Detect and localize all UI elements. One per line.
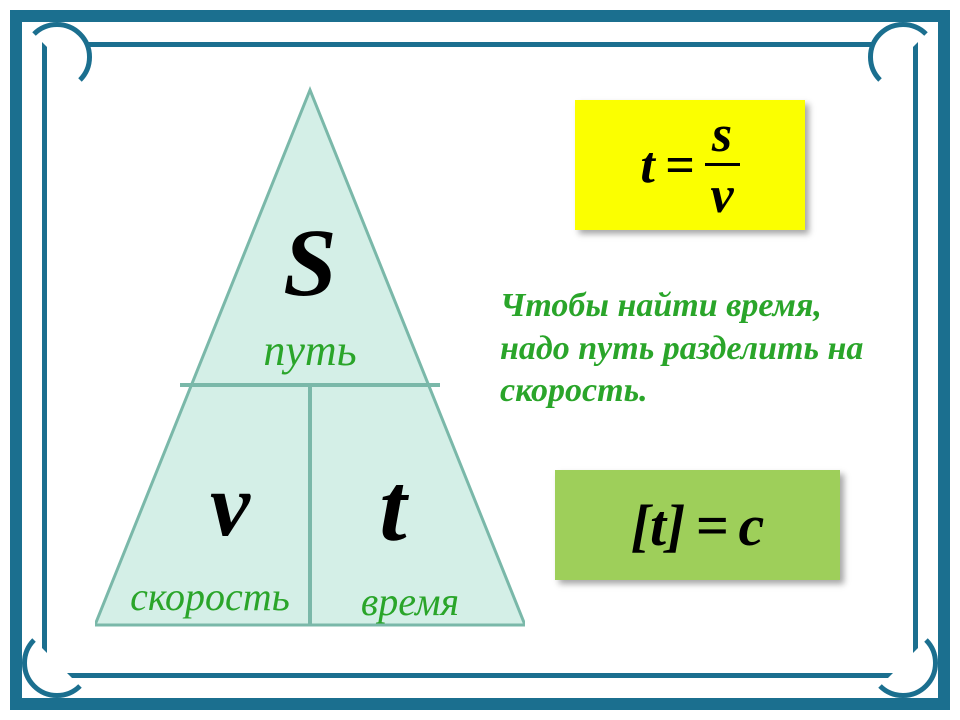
formula1-denominator: v <box>705 163 740 222</box>
formula-box-fraction: t = s v <box>575 100 805 230</box>
formula-fraction: t = s v <box>640 109 739 222</box>
formula2-right: c <box>739 492 765 559</box>
formula-triangle: S путь v t скорость время <box>95 85 525 630</box>
content-area: S путь v t скорость время t = s v Чтобы … <box>60 60 900 660</box>
formula2-left: [t] <box>631 492 686 559</box>
label-path: путь <box>263 326 356 375</box>
explanation-text: Чтобы найти время, надо путь разделить н… <box>500 285 870 413</box>
label-speed: скорость <box>130 574 290 619</box>
triangle-svg: S путь v t скорость время <box>95 85 525 630</box>
formula-box-units: [t] = c <box>555 470 840 580</box>
formula1-numerator: s <box>706 109 738 163</box>
symbol-s: S <box>283 209 336 316</box>
label-time: время <box>361 579 459 624</box>
formula1-eq: = <box>665 136 695 195</box>
symbol-v: v <box>210 456 251 555</box>
formula1-fraction: s v <box>705 109 740 222</box>
formula2-eq: = <box>695 492 728 559</box>
symbol-t: t <box>379 454 409 562</box>
formula-units: [t] = c <box>631 492 765 559</box>
formula1-lhs: t <box>640 136 654 195</box>
